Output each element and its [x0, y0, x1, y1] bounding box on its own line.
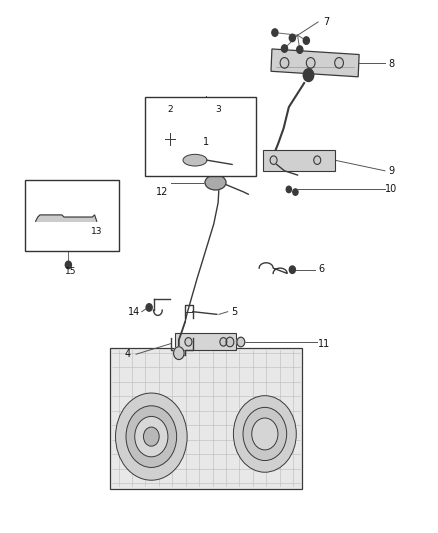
Bar: [175, 333, 237, 350]
Circle shape: [126, 406, 177, 467]
Bar: [25, 180, 119, 251]
Ellipse shape: [183, 155, 207, 166]
Circle shape: [252, 418, 278, 450]
Text: 9: 9: [389, 166, 395, 176]
Circle shape: [144, 427, 159, 446]
Bar: [271, 49, 359, 77]
Circle shape: [165, 133, 175, 146]
Text: 10: 10: [385, 184, 398, 195]
Circle shape: [41, 231, 47, 238]
Text: 2: 2: [167, 104, 173, 114]
Bar: [263, 150, 335, 171]
Circle shape: [213, 133, 223, 146]
Circle shape: [231, 162, 237, 169]
Circle shape: [185, 337, 192, 346]
Polygon shape: [35, 215, 97, 221]
Text: 15: 15: [65, 268, 76, 276]
Circle shape: [146, 304, 152, 311]
Circle shape: [65, 261, 71, 269]
Circle shape: [135, 416, 168, 457]
Circle shape: [243, 407, 287, 461]
Circle shape: [237, 337, 245, 347]
Text: 4: 4: [124, 349, 131, 359]
Circle shape: [220, 337, 227, 346]
Text: 5: 5: [231, 306, 237, 317]
Circle shape: [116, 393, 187, 480]
Circle shape: [286, 186, 291, 192]
Bar: [110, 348, 302, 489]
Circle shape: [54, 235, 60, 242]
Ellipse shape: [205, 175, 226, 190]
Circle shape: [270, 156, 277, 165]
Text: 6: 6: [318, 264, 325, 274]
Text: 3: 3: [215, 104, 221, 114]
Circle shape: [306, 58, 315, 68]
Circle shape: [303, 37, 309, 44]
Text: 12: 12: [156, 187, 169, 197]
Circle shape: [289, 266, 295, 273]
Circle shape: [282, 45, 288, 52]
Text: 14: 14: [128, 306, 140, 317]
Circle shape: [70, 230, 75, 237]
Bar: [145, 98, 256, 176]
Circle shape: [226, 337, 234, 347]
Text: 11: 11: [318, 338, 330, 349]
Text: 13: 13: [91, 228, 102, 237]
Circle shape: [314, 156, 321, 165]
Circle shape: [303, 69, 314, 82]
Circle shape: [233, 395, 296, 472]
Text: 8: 8: [389, 60, 395, 69]
Text: 7: 7: [323, 17, 329, 27]
Circle shape: [272, 29, 278, 36]
Circle shape: [173, 347, 184, 360]
Circle shape: [297, 46, 303, 53]
Circle shape: [293, 189, 298, 195]
Circle shape: [335, 58, 343, 68]
Circle shape: [289, 34, 295, 42]
Text: 1: 1: [203, 136, 209, 147]
Circle shape: [280, 58, 289, 68]
